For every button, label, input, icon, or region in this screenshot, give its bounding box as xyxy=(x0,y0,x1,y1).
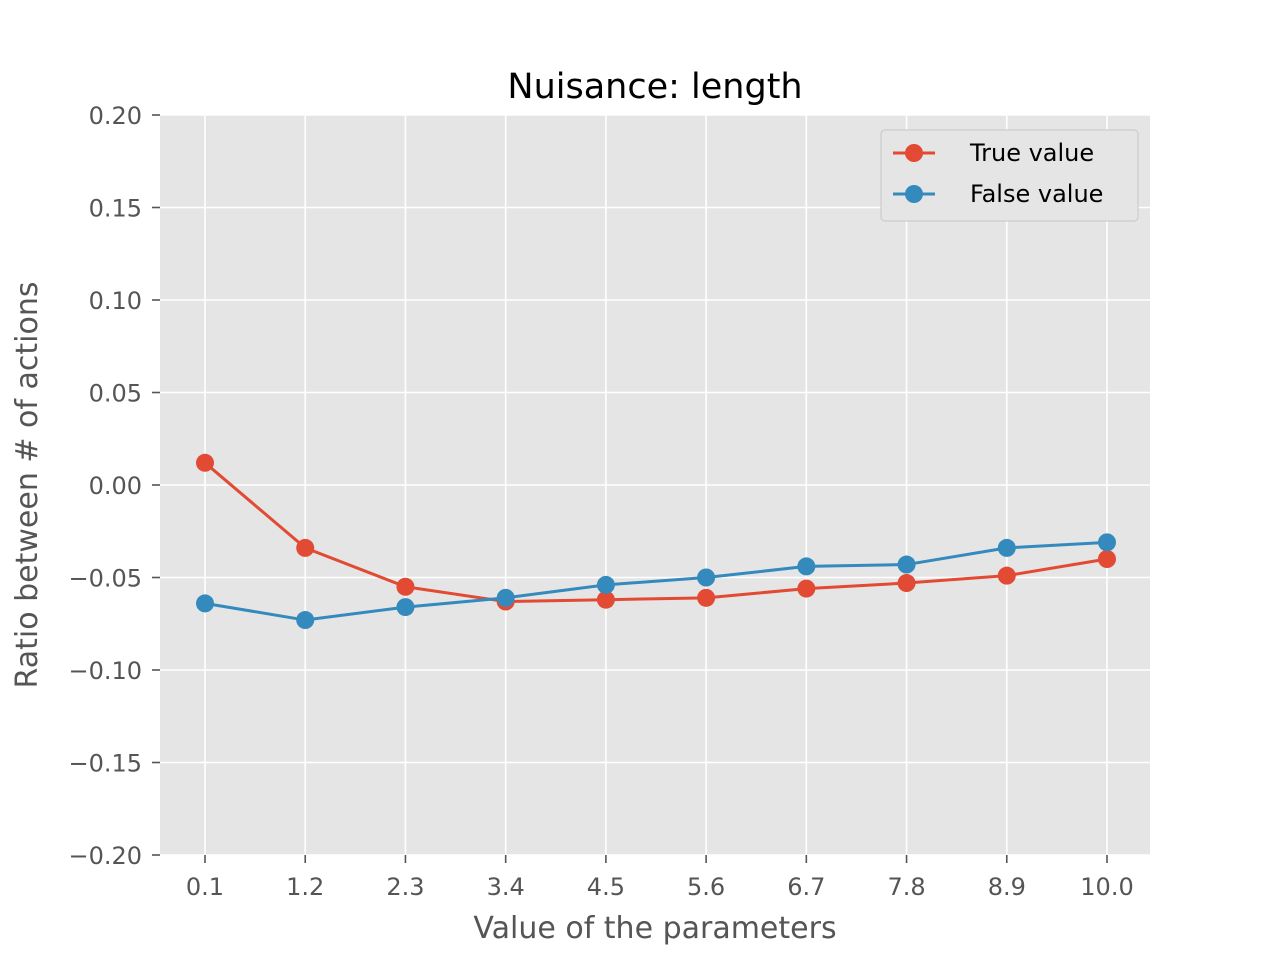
series-layer xyxy=(196,453,1116,630)
legend-marker-true-value xyxy=(905,144,923,162)
legend-label-false-value: False value xyxy=(970,180,1103,208)
legend-label-true-value: True value xyxy=(969,139,1094,167)
data-point-true-value xyxy=(797,579,816,598)
x-tick-label: 5.6 xyxy=(687,873,725,901)
data-point-false-value xyxy=(496,588,515,607)
data-point-true-value xyxy=(396,577,415,596)
data-point-true-value xyxy=(1098,550,1116,568)
x-axis-label: Value of the parameters xyxy=(473,911,836,946)
x-tick-label: 1.2 xyxy=(286,873,324,901)
data-point-false-value xyxy=(396,598,415,617)
y-tick-label: 0.10 xyxy=(89,287,142,315)
y-tick-label: 0.15 xyxy=(89,195,142,223)
x-tick-label: 10.0 xyxy=(1080,873,1133,901)
data-point-true-value xyxy=(196,453,214,472)
data-point-true-value xyxy=(596,590,615,609)
x-tick-label: 6.7 xyxy=(787,873,825,901)
data-point-true-value xyxy=(897,574,916,593)
series-line-true-value xyxy=(204,461,1108,604)
y-tick-label: 0.00 xyxy=(89,472,142,500)
legend-marker-false-value xyxy=(905,185,923,203)
chart-title: Nuisance: length xyxy=(507,67,802,107)
y-tick-label: −0.20 xyxy=(68,842,142,870)
data-point-false-value xyxy=(897,555,916,574)
y-axis-label: Ratio between # of actions xyxy=(10,282,45,689)
series-line-false-value xyxy=(204,540,1108,622)
legend-box xyxy=(880,129,1139,222)
data-point-false-value xyxy=(997,538,1016,557)
data-point-false-value xyxy=(797,557,816,576)
x-tick-label: 3.4 xyxy=(487,873,525,901)
y-tick-label: 0.05 xyxy=(89,380,142,408)
y-tick-label: −0.10 xyxy=(68,657,142,685)
data-point-false-value xyxy=(697,568,716,587)
x-tick-label: 7.8 xyxy=(887,873,925,901)
x-tick-label: 2.3 xyxy=(386,873,424,901)
data-point-true-value xyxy=(296,538,315,557)
y-tick-label: −0.15 xyxy=(68,750,142,778)
y-tick-label: −0.05 xyxy=(68,565,142,593)
data-point-false-value xyxy=(1098,533,1116,552)
data-point-false-value xyxy=(196,594,214,613)
data-point-true-value xyxy=(697,588,716,607)
axis-ticks: 0.1 1.2 2.3 3.4 4.5 5.6 6.7 7.8 8.9 10.0 0.20 0.15 0… xyxy=(68,102,1133,901)
data-point-true-value xyxy=(997,566,1016,585)
grid-lines xyxy=(160,114,1150,856)
series-false-value xyxy=(196,533,1116,630)
x-tick-label: 8.9 xyxy=(988,873,1026,901)
x-tick-label: 4.5 xyxy=(587,873,625,901)
data-point-false-value xyxy=(596,575,615,594)
legend: True value False value xyxy=(880,129,1139,222)
x-tick-label: 0.1 xyxy=(186,873,224,901)
y-tick-label: 0.20 xyxy=(89,102,142,130)
data-point-false-value xyxy=(296,611,315,630)
